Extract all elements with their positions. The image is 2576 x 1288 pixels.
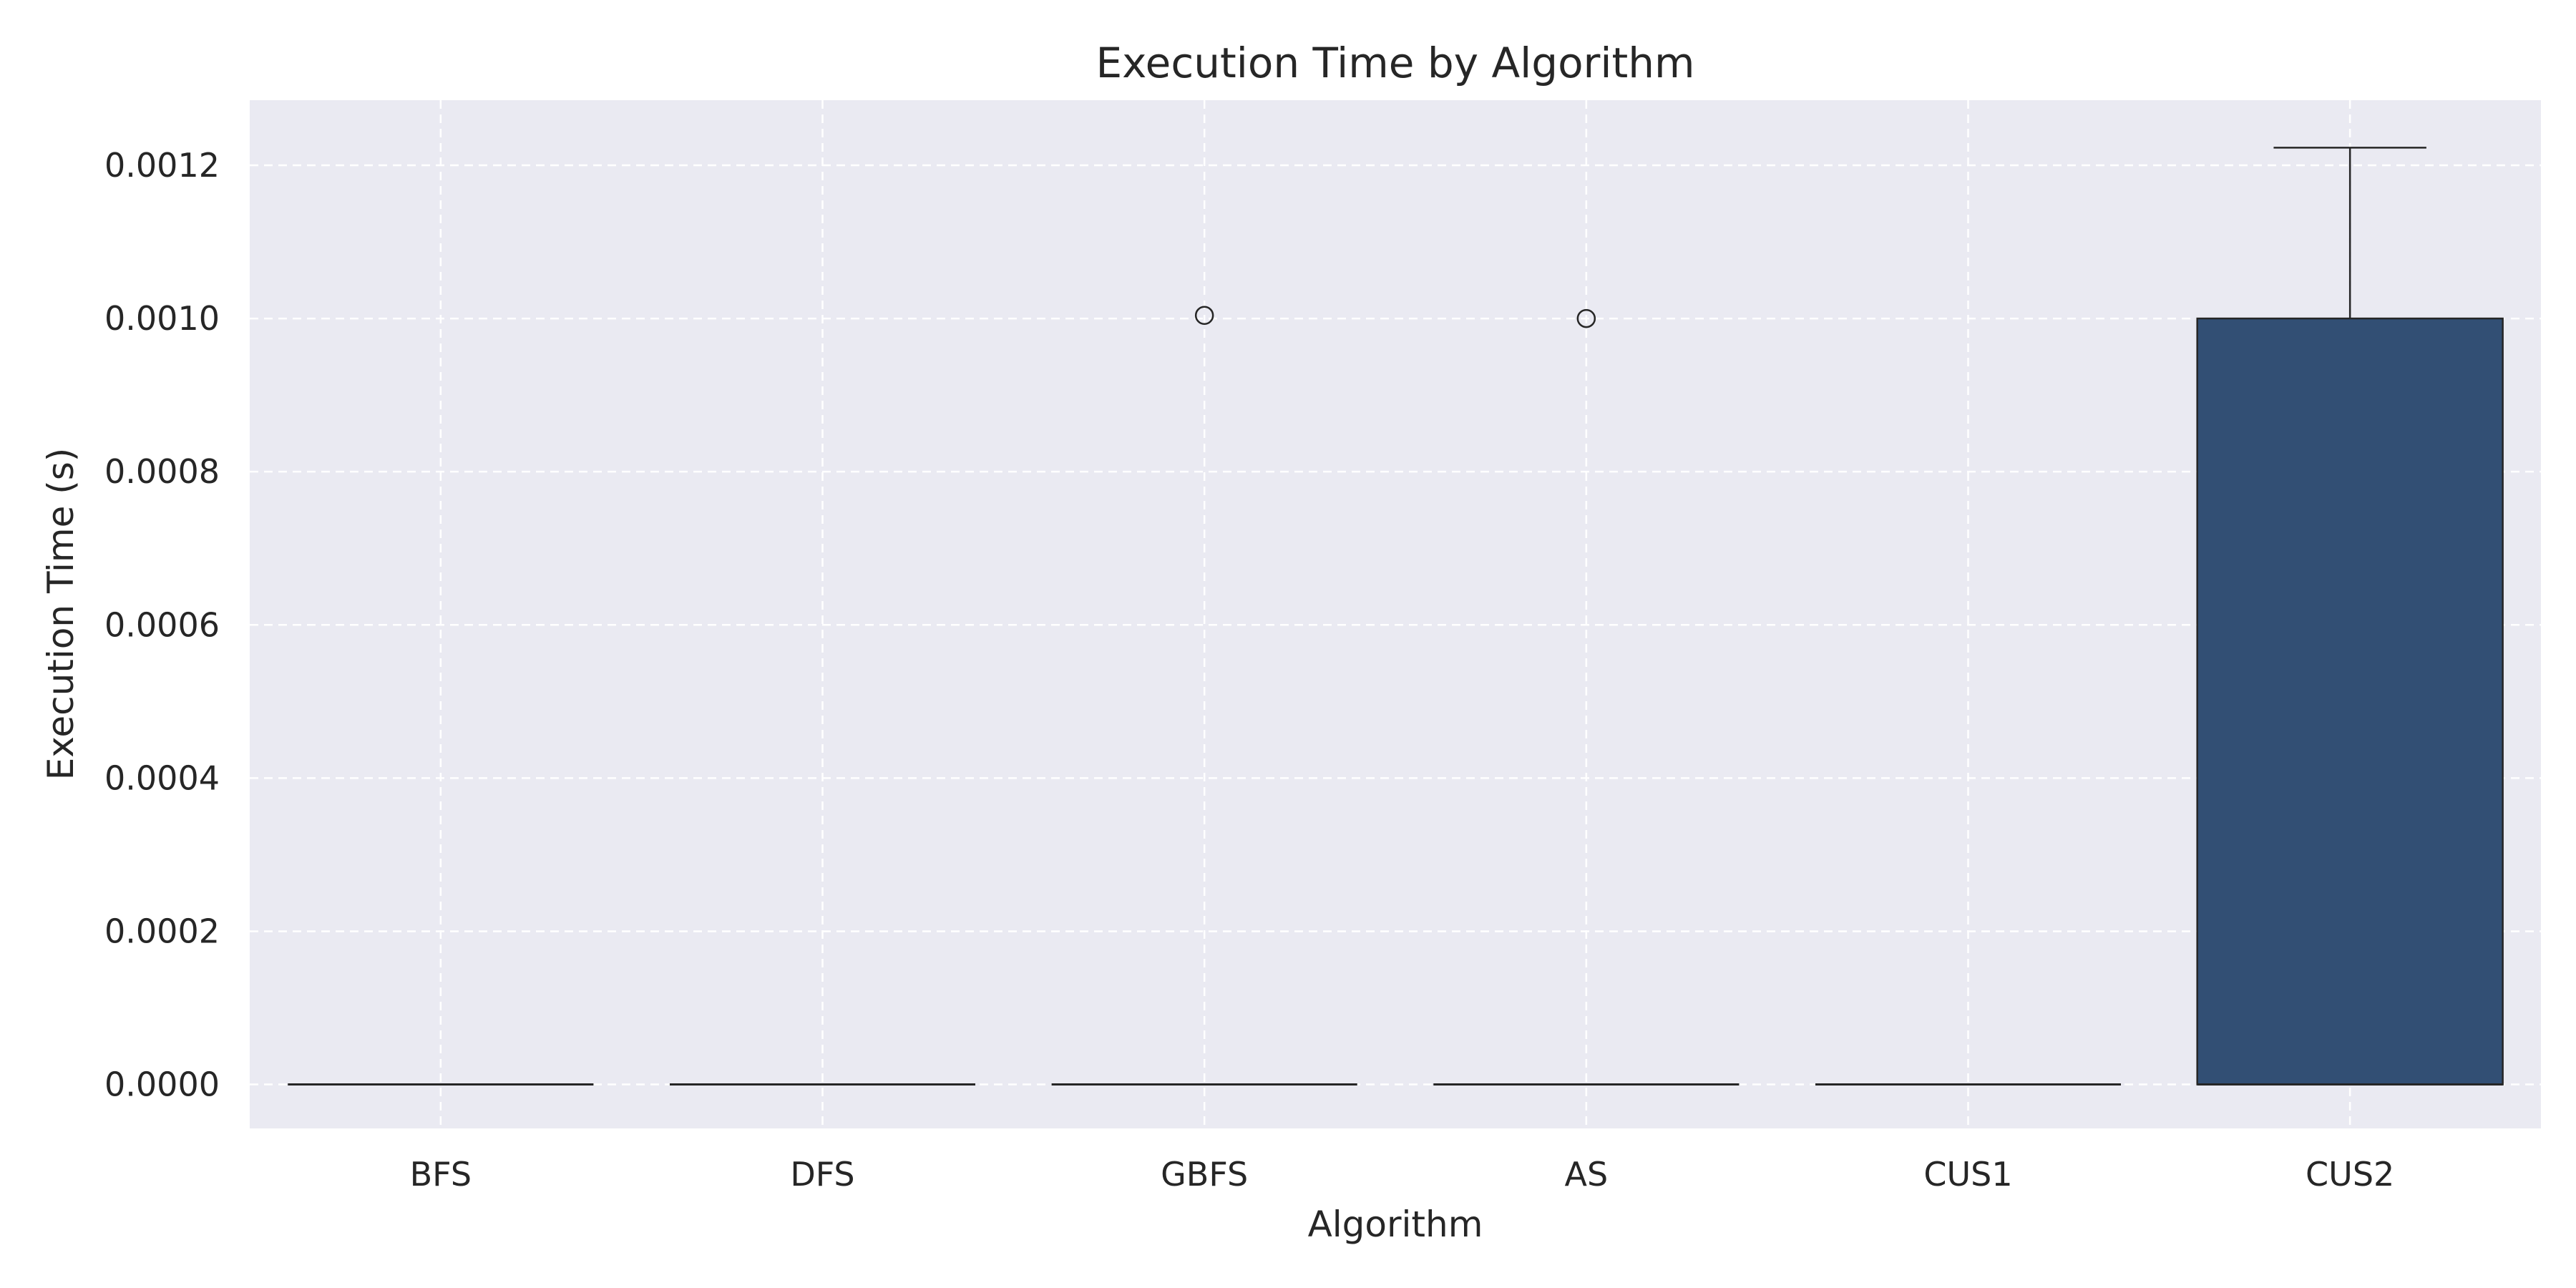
x-axis-tick-labels: BFS DFS GBFS AS CUS1 CUS2 <box>410 1155 2395 1194</box>
box-as <box>1433 308 1740 1086</box>
x-tick-label: AS <box>1564 1155 1608 1194</box>
y-tick-label: 0.0010 <box>104 299 220 338</box>
x-axis-label: Algorithm <box>1308 1204 1483 1245</box>
horizontal-gridlines <box>250 164 2541 1085</box>
outlier-point <box>1194 306 1214 326</box>
box-series <box>288 147 2504 1086</box>
x-tick-label: CUS2 <box>2306 1155 2394 1194</box>
x-tick-label: CUS1 <box>1923 1155 2012 1194</box>
box-cus2 <box>2196 147 2504 1086</box>
box-iqr <box>2196 317 2504 1085</box>
y-axis-label: Execution Time (s) <box>40 448 82 781</box>
box-gbfs <box>1051 306 1357 1086</box>
y-tick-label: 0.0012 <box>104 146 220 185</box>
plot-area <box>250 100 2541 1128</box>
y-tick-label: 0.0008 <box>104 452 220 491</box>
y-tick-label: 0.0004 <box>104 758 220 797</box>
y-tick-label: 0.0002 <box>104 912 220 950</box>
y-tick-label: 0.0006 <box>104 605 220 644</box>
x-tick-label: DFS <box>790 1155 854 1194</box>
x-tick-label: GBFS <box>1161 1155 1248 1194</box>
x-tick-label: BFS <box>410 1155 472 1194</box>
y-axis-tick-labels: 0.0000 0.0002 0.0004 0.0006 0.0008 0.0010 0.00… <box>104 146 220 1104</box>
chart-title: Execution Time by Algorithm <box>1096 39 1694 87</box>
outlier-point <box>1576 308 1596 328</box>
y-tick-label: 0.0000 <box>104 1065 220 1104</box>
